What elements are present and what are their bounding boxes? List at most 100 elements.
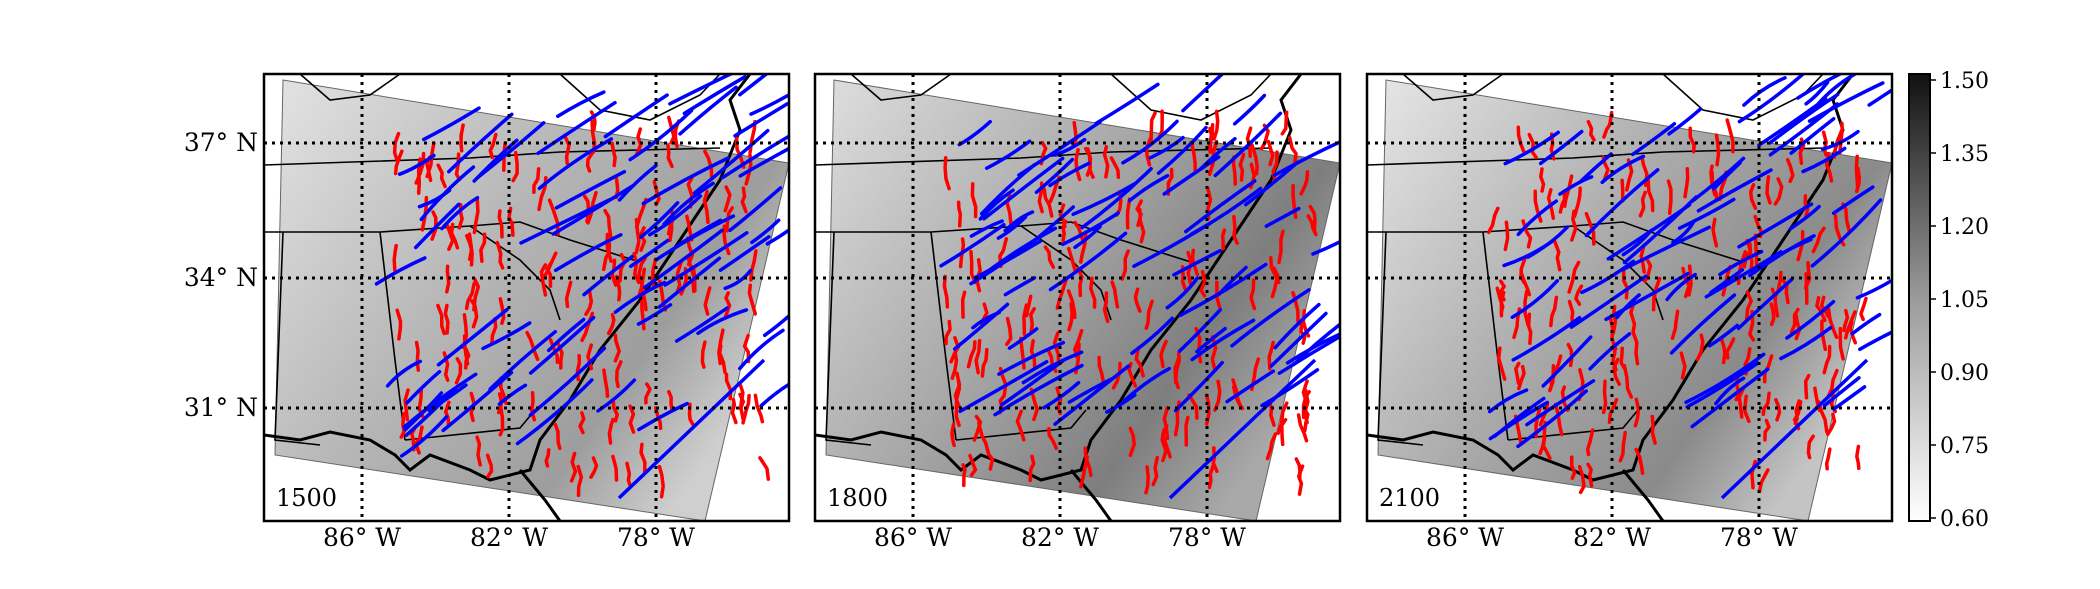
- red-line-segment: [475, 435, 482, 467]
- blue-line-segment: [1831, 185, 1875, 215]
- red-line-segment: [1111, 361, 1122, 390]
- red-line-segment: [667, 115, 676, 145]
- red-line-segment: [580, 311, 595, 343]
- red-line-segment: [485, 453, 494, 479]
- blue-line-segment: [1177, 308, 1223, 353]
- blue-line-segment: [497, 383, 528, 406]
- lon-label-86-p1: 86° W: [323, 523, 401, 552]
- red-line-segment: [722, 224, 731, 256]
- red-line-segment: [1280, 110, 1289, 136]
- blue-line-segment: [488, 329, 558, 391]
- red-line-segment: [1211, 446, 1219, 474]
- blue-line-segment: [628, 108, 694, 162]
- blue-line-segment: [515, 378, 594, 446]
- blue-line-segment: [436, 307, 509, 367]
- red-line-segment: [942, 274, 950, 309]
- blue-line-segment: [738, 74, 770, 97]
- red-line-segment: [1296, 413, 1309, 443]
- blue-line-segment: [1269, 311, 1328, 368]
- colorbar: 1.50 1.35 1.20 1.05 0.90 0.75 0.60: [1908, 69, 1989, 532]
- blue-line-segment: [1165, 276, 1200, 310]
- blue-line-segment: [1516, 389, 1588, 449]
- red-line-segment: [1625, 158, 1634, 192]
- red-line-segment: [614, 274, 622, 302]
- red-line-segment: [1277, 229, 1285, 265]
- blue-line-segment: [1007, 327, 1039, 350]
- red-line-segment: [1670, 309, 1680, 340]
- blue-line-segments: [374, 74, 789, 500]
- blue-line-segment: [1707, 323, 1739, 348]
- red-line-segment: [586, 343, 594, 371]
- red-line-segment: [1144, 465, 1150, 495]
- red-line-segment: [1621, 269, 1629, 300]
- blue-line-segment: [637, 401, 689, 432]
- red-line-segment: [436, 303, 446, 336]
- red-line-segment: [479, 232, 487, 263]
- blue-line-segment: [1685, 361, 1760, 409]
- red-line-segment: [563, 135, 571, 165]
- map-panel-2: [815, 74, 1340, 521]
- blue-line-segment: [528, 315, 596, 375]
- blue-line-segment: [1665, 272, 1697, 302]
- red-line-segment: [1804, 272, 1809, 305]
- red-line-segment: [950, 422, 956, 448]
- red-line-segment: [1028, 454, 1036, 483]
- panel-frame-2: [813, 72, 1342, 523]
- red-line-segment: [758, 456, 771, 481]
- blue-line-segment: [1042, 380, 1081, 410]
- red-line-segment: [1695, 333, 1705, 362]
- blue-line-segment: [374, 256, 427, 286]
- blue-line-segment: [996, 215, 1028, 240]
- red-line-segment: [1683, 166, 1690, 199]
- red-line-segment: [1022, 303, 1029, 336]
- red-line-segment: [970, 182, 978, 219]
- blue-line-segment: [1073, 224, 1102, 250]
- red-line-segment: [1770, 287, 1780, 318]
- blue-line-segment: [971, 310, 1001, 330]
- red-line-segment: [543, 251, 558, 278]
- red-line-segment: [1822, 344, 1832, 375]
- colorbar-tick-label: 0.60: [1940, 507, 1989, 532]
- red-line-segment: [1199, 269, 1207, 298]
- blue-line-segment: [723, 268, 753, 291]
- red-line-segment: [1135, 199, 1143, 228]
- blue-line-segment: [1801, 146, 1847, 174]
- red-line-segment: [741, 393, 751, 425]
- red-line-segment: [1725, 118, 1735, 154]
- blue-line-segment: [413, 202, 461, 250]
- panel-label-2: 1800: [827, 484, 888, 512]
- red-line-segment: [1643, 256, 1653, 283]
- red-line-segment: [498, 404, 505, 437]
- blue-line-segment: [1285, 332, 1340, 365]
- red-line-segment: [1207, 462, 1216, 490]
- blue-line-segment: [519, 197, 612, 245]
- blue-line-segment: [668, 74, 735, 106]
- red-line-segment: [464, 281, 476, 311]
- red-line-segment: [430, 210, 438, 241]
- red-line-segment: [1761, 391, 1771, 417]
- red-line-segment: [1622, 363, 1634, 399]
- red-line-segment: [403, 388, 410, 422]
- red-line-segment: [584, 289, 594, 317]
- blue-line-segment: [997, 340, 1066, 376]
- red-line-segment: [1855, 444, 1861, 471]
- blue-line-segment: [984, 139, 1032, 170]
- panel-frame-3: [1365, 72, 1894, 523]
- red-line-segment: [723, 185, 732, 213]
- red-line-segment: [1486, 206, 1500, 235]
- red-line-segment: [1611, 304, 1618, 335]
- blue-line-segment: [1292, 322, 1340, 367]
- red-line-segment: [1633, 397, 1641, 428]
- red-line-segment: [511, 150, 519, 183]
- red-line-segment: [1687, 264, 1693, 297]
- lat-label-34: 34° N: [184, 263, 258, 292]
- red-line-segment: [547, 198, 560, 236]
- red-line-segment: [956, 200, 963, 228]
- red-line-segment: [639, 442, 647, 474]
- blue-line-segment: [1720, 358, 1869, 500]
- red-line-segment: [1742, 238, 1753, 269]
- blue-line-segment: [536, 100, 617, 156]
- red-line-segment: [1666, 179, 1673, 215]
- colorbar-tick-label: 1.50: [1940, 69, 1989, 94]
- red-line-segment: [1067, 246, 1078, 274]
